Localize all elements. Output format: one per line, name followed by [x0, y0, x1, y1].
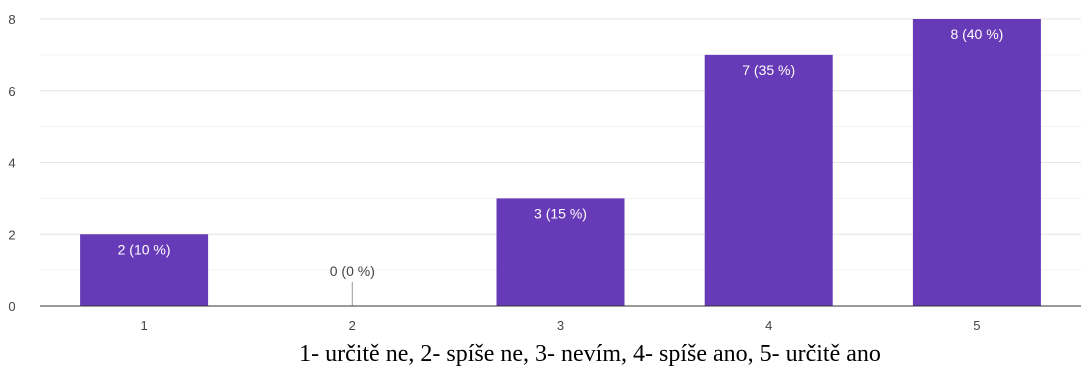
- y-tick-label: 0: [8, 299, 15, 314]
- y-tick-label: 2: [8, 227, 15, 242]
- bar-5: [912, 19, 1041, 306]
- x-tick-label: 2: [349, 318, 356, 333]
- y-tick-label: 6: [8, 84, 15, 99]
- bar-1: [80, 234, 209, 306]
- x-tick-label: 4: [765, 318, 772, 333]
- bar-data-label: 8 (40 %): [950, 26, 1003, 42]
- bar-data-label: 0 (0 %): [330, 263, 375, 279]
- x-tick-label: 3: [557, 318, 564, 333]
- x-tick-label: 1: [140, 318, 147, 333]
- bars: 2 (10 %) 0 (0 %) 3 (15 %) 7 (35 %) 8 (40 %): [80, 19, 1041, 306]
- x-axis-ticks: 1 2 3 4 5: [140, 318, 980, 333]
- chart-caption: 1- určitě ne, 2- spíše ne, 3- nevím, 4- …: [299, 341, 881, 367]
- bar-3: [496, 198, 625, 306]
- x-tick-label: 5: [973, 318, 980, 333]
- y-axis-ticks: 0 2 4 6 8: [8, 12, 15, 314]
- bar-chart: 0 2 4 6 8 2 (10 %) 0 (0 %) 3 (15 %) 7 (35 %) 8 (…: [8, 12, 1081, 333]
- bar-4: [704, 54, 833, 306]
- y-tick-label: 8: [8, 12, 15, 27]
- bar-data-label: 3 (15 %): [534, 205, 587, 221]
- y-tick-label: 4: [8, 156, 15, 171]
- bar-data-label: 2 (10 %): [118, 241, 171, 257]
- bar-data-label: 7 (35 %): [742, 62, 795, 78]
